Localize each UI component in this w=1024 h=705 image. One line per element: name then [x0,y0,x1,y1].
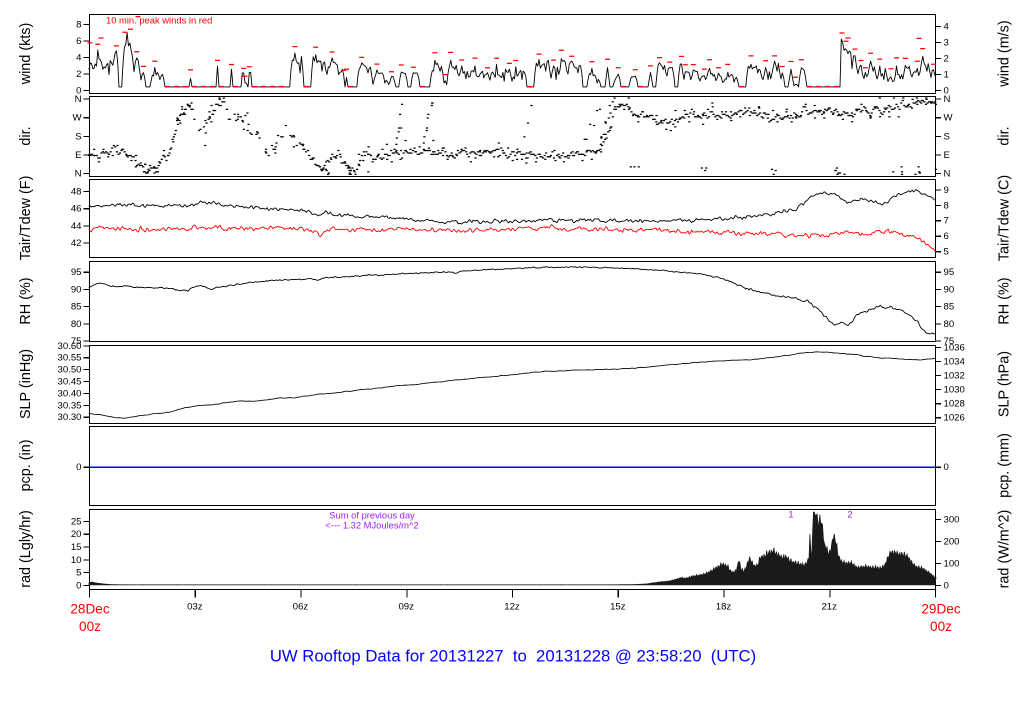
svg-text:E: E [75,150,81,161]
svg-text:2: 2 [76,69,81,80]
svg-text:0: 0 [944,580,949,591]
svg-text:90: 90 [71,284,82,295]
svg-text:2: 2 [944,53,949,64]
svg-text:06z: 06z [293,602,309,613]
svg-text:30.45: 30.45 [57,377,81,388]
svg-text:0: 0 [76,85,81,96]
svg-text:SLP (hPa): SLP (hPa) [997,351,1013,417]
svg-text:0: 0 [944,85,949,96]
svg-text:20: 20 [71,529,82,540]
svg-text:7: 7 [944,216,949,227]
svg-text:N: N [944,168,951,179]
svg-text:28Dec: 28Dec [70,602,109,617]
svg-text:pcp. (in): pcp. (in) [18,440,34,492]
svg-text:100: 100 [944,558,960,569]
svg-text:75: 75 [944,336,955,347]
svg-text:SLP (inHg): SLP (inHg) [18,349,34,419]
svg-text:29Dec: 29Dec [921,602,960,617]
svg-text:15z: 15z [610,602,626,613]
svg-text:85: 85 [71,302,82,313]
svg-text:80: 80 [71,319,82,330]
svg-text:<--- 1.32 MJoules/m^2: <--- 1.32 MJoules/m^2 [325,520,418,531]
svg-text:1030: 1030 [944,385,965,396]
svg-text:21z: 21z [821,602,837,613]
svg-text:N: N [75,168,82,179]
svg-text:UW Rooftop Data for 20131227: UW Rooftop Data for 20131227 to 20131228… [270,647,756,666]
svg-text:8: 8 [76,20,81,31]
svg-text:9: 9 [944,185,949,196]
svg-text:95: 95 [944,267,955,278]
svg-text:1026: 1026 [944,413,965,424]
svg-text:25: 25 [71,516,82,527]
svg-text:1034: 1034 [944,357,966,368]
svg-text:15: 15 [71,542,82,553]
svg-text:4: 4 [944,21,950,32]
svg-text:1028: 1028 [944,399,965,410]
svg-text:4: 4 [76,52,82,63]
svg-text:rad (W/m^2): rad (W/m^2) [997,510,1013,589]
svg-text:5: 5 [76,568,81,579]
svg-text:RH (%): RH (%) [18,277,34,324]
svg-text:30.40: 30.40 [57,388,81,399]
svg-text:80: 80 [944,319,955,330]
svg-text:48: 48 [71,187,82,198]
svg-text:85: 85 [944,302,955,313]
svg-text:W: W [944,113,954,124]
svg-text:S: S [75,131,81,142]
svg-text:30.35: 30.35 [57,400,81,411]
svg-text:5: 5 [944,247,949,258]
svg-text:30.50: 30.50 [57,365,81,376]
svg-text:W: W [72,113,82,124]
svg-text:6: 6 [944,231,949,242]
svg-text:300: 300 [944,514,960,525]
svg-text:10 min. peak winds in red: 10 min. peak winds in red [106,15,212,26]
svg-text:0: 0 [944,462,949,473]
svg-text:03z: 03z [187,602,203,613]
svg-text:1036: 1036 [944,342,965,353]
svg-text:E: E [944,150,950,161]
svg-text:44: 44 [71,221,82,232]
svg-text:wind (m/s): wind (m/s) [997,20,1013,87]
svg-text:rad (Lgly/hr): rad (Lgly/hr) [18,510,34,588]
svg-text:10: 10 [71,555,82,566]
svg-text:N: N [75,94,82,105]
svg-text:S: S [944,131,950,142]
svg-text:2: 2 [847,509,852,520]
svg-text:Tair/Tdew (F): Tair/Tdew (F) [18,176,34,261]
svg-text:Tair/Tdew (C): Tair/Tdew (C) [997,175,1013,261]
svg-text:6: 6 [76,36,81,47]
svg-text:46: 46 [71,204,82,215]
svg-text:12z: 12z [504,602,520,613]
svg-text:RH (%): RH (%) [997,277,1013,324]
svg-text:75: 75 [71,336,82,347]
svg-text:00z: 00z [79,619,101,634]
svg-text:dir.: dir. [18,126,34,145]
svg-text:18z: 18z [716,602,732,613]
svg-text:95: 95 [71,267,82,278]
svg-text:dir.: dir. [997,126,1013,145]
svg-text:1: 1 [788,509,793,520]
svg-text:30.55: 30.55 [57,353,81,364]
svg-text:8: 8 [944,200,949,211]
svg-text:09z: 09z [398,602,414,613]
svg-text:200: 200 [944,536,960,547]
svg-text:3: 3 [944,37,949,48]
svg-text:N: N [944,94,951,105]
svg-text:0: 0 [76,580,81,591]
svg-text:90: 90 [944,284,955,295]
svg-text:30.60: 30.60 [57,341,81,352]
svg-text:0: 0 [76,462,81,473]
svg-text:1032: 1032 [944,371,965,382]
svg-text:42: 42 [71,238,82,249]
svg-text:30.30: 30.30 [57,412,81,423]
svg-text:1: 1 [944,69,949,80]
svg-text:Sum of previous day: Sum of previous day [329,510,415,521]
svg-text:pcp. (mm): pcp. (mm) [997,433,1013,498]
svg-text:00z: 00z [930,619,952,634]
svg-text:wind (kts): wind (kts) [18,23,34,86]
